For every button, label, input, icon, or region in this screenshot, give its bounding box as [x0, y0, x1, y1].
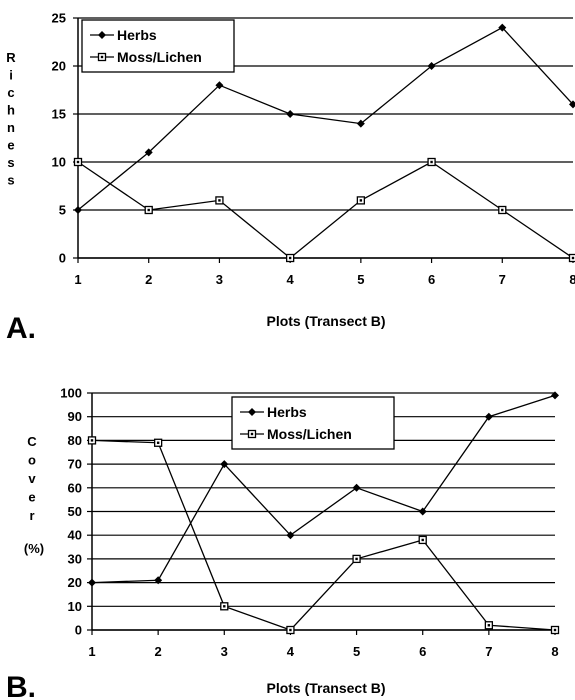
- data-point-herbs: [286, 110, 295, 118]
- series-line-moss-lichen: [77, 161, 574, 259]
- data-point-moss-lichen-center: [421, 538, 424, 542]
- data-point-herbs: [144, 148, 153, 157]
- legend-marker-moss-lichen-center: [100, 55, 104, 59]
- data-point-herbs: [154, 576, 163, 585]
- y-tick-label: 80: [68, 433, 82, 448]
- data-point-moss-lichen-center: [553, 628, 557, 632]
- data-point-herbs: [356, 119, 365, 128]
- data-point-moss-lichen-center: [487, 624, 491, 627]
- data-point-herbs: [88, 578, 96, 587]
- y-axis-unit: (%): [24, 541, 44, 556]
- data-point-moss-lichen-center: [76, 160, 80, 164]
- x-tick-label: 6: [419, 644, 426, 659]
- y-tick-label: 60: [68, 480, 82, 495]
- data-point-moss-lichen-center: [156, 441, 160, 444]
- series-line-herbs: [77, 26, 574, 211]
- series-line-herbs: [91, 394, 556, 584]
- x-tick-label: 4: [287, 272, 295, 287]
- y-tick-label: 50: [68, 504, 82, 519]
- x-tick-label: 5: [353, 644, 360, 659]
- y-tick-label: 100: [60, 386, 82, 401]
- data-point-herbs: [418, 507, 427, 516]
- y-tick-label: 10: [52, 155, 66, 170]
- data-point-moss-lichen-center: [90, 439, 94, 442]
- data-point-moss-lichen-center: [355, 557, 358, 561]
- y-tick-label: 5: [59, 203, 66, 218]
- series-line-moss-lichen: [91, 439, 556, 631]
- legend-label-herbs: Herbs: [267, 404, 307, 420]
- data-point-herbs: [551, 391, 559, 400]
- panel-label: B.: [6, 671, 36, 700]
- data-point-moss-lichen-center: [501, 208, 504, 212]
- data-point-moss-lichen-center: [147, 208, 150, 212]
- legend-marker-herbs: [98, 31, 106, 39]
- legend-box: [231, 396, 395, 450]
- data-point-moss-lichen-center: [430, 160, 433, 164]
- y-tick-label: 15: [52, 107, 66, 122]
- legend-marker-moss-lichen-center: [250, 432, 254, 436]
- x-tick-label: 6: [428, 272, 435, 287]
- data-point-moss-lichen-center: [289, 628, 292, 632]
- y-tick-label: 10: [68, 599, 82, 614]
- data-point-herbs: [215, 81, 224, 90]
- x-tick-label: 3: [221, 644, 228, 659]
- y-tick-label: 40: [68, 528, 82, 543]
- data-point-moss-lichen-center: [223, 605, 226, 608]
- data-point-herbs: [569, 100, 575, 109]
- x-tick-label: 3: [216, 272, 223, 287]
- data-point-herbs: [427, 62, 436, 70]
- y-tick-label: 30: [68, 551, 82, 566]
- panel-label: A.: [6, 312, 36, 345]
- y-tick-label: 20: [52, 59, 66, 74]
- chart-panel-a: 0 5 10 15 20 25 1 2 3 4 5 6 7 8 Herbs Moss/Lichen Plots …: [6, 11, 575, 345]
- data-point-herbs: [498, 23, 507, 32]
- x-tick-label: 1: [74, 272, 81, 287]
- data-point-moss-lichen-center: [359, 199, 363, 202]
- x-tick-label: 2: [155, 644, 162, 659]
- legend-marker-herbs: [248, 408, 256, 416]
- chart-panel-b: 0 10 20 30 40 50 60 70 80 90 100 1 2 3 4 5 6 7 8 Herbs Moss/…: [6, 386, 560, 700]
- y-tick-label: 90: [68, 409, 82, 424]
- y-tick-label: 70: [68, 457, 82, 472]
- x-tick-label: 1: [88, 644, 95, 659]
- x-tick-label: 2: [145, 272, 152, 287]
- x-tick-label: 7: [485, 644, 492, 659]
- legend-box: [81, 19, 235, 73]
- x-tick-label: 8: [551, 644, 558, 659]
- x-axis-title: Plots (Transect B): [266, 680, 385, 696]
- x-tick-label: 4: [287, 644, 295, 659]
- y-tick-label: 25: [52, 11, 66, 26]
- x-axis-title: Plots (Transect B): [266, 313, 385, 329]
- x-tick-label: 8: [569, 272, 575, 287]
- data-point-moss-lichen-center: [288, 256, 292, 260]
- x-tick-label: 7: [499, 272, 506, 287]
- legend-label-moss-lichen: Moss/Lichen: [267, 426, 352, 442]
- data-point-moss-lichen-center: [218, 199, 221, 202]
- data-point-herbs: [484, 412, 493, 421]
- y-tick-label: 20: [68, 575, 82, 590]
- data-point-moss-lichen-center: [571, 256, 575, 260]
- data-point-herbs: [352, 483, 361, 492]
- data-point-herbs: [74, 206, 82, 214]
- legend-label-moss-lichen: Moss/Lichen: [117, 49, 202, 65]
- y-tick-label: 0: [59, 251, 66, 266]
- x-tick-label: 5: [357, 272, 364, 287]
- legend-label-herbs: Herbs: [117, 27, 157, 43]
- y-tick-label: 0: [75, 623, 82, 638]
- data-point-herbs: [286, 531, 295, 540]
- data-point-herbs: [220, 460, 229, 469]
